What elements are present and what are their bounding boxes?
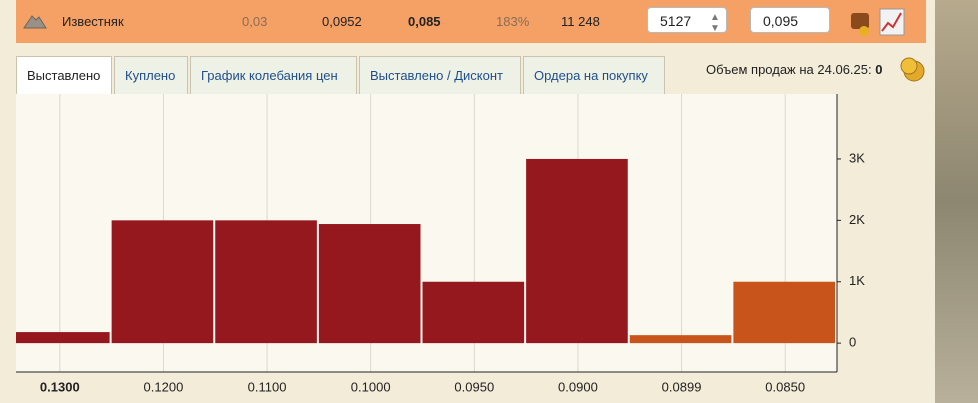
x-tick-label: 0.0899 xyxy=(662,379,702,394)
tab[interactable]: Ордера на покупку xyxy=(523,56,665,94)
bar xyxy=(526,158,628,344)
cell: 11 248 xyxy=(561,14,600,29)
cell: 0,085 xyxy=(408,14,441,29)
sales-value: 0 xyxy=(875,62,883,77)
x-tick-label: 0.0850 xyxy=(765,379,805,394)
y-tick-label: 1K xyxy=(849,273,865,288)
item-row: Известняк 0,03 0,0952 0,085 183% 11 248 … xyxy=(16,0,926,43)
price-input[interactable]: 0,095 xyxy=(750,7,830,33)
bar xyxy=(215,220,317,344)
sales-label: Объем продаж на 24.06.25: xyxy=(706,62,872,77)
chart: 0.1300 0.1200 0.1100 0.1000 0.0950 0.0900 0.08… xyxy=(16,94,865,394)
x-tick-label: 0.1000 xyxy=(351,379,391,394)
cell: 0,03 xyxy=(242,14,268,29)
background-image xyxy=(935,0,978,403)
x-tick-label: 0.1100 xyxy=(248,379,287,394)
x-tick-label: 0.1200 xyxy=(144,379,184,394)
cell: 183% xyxy=(496,14,530,29)
action-icons[interactable] xyxy=(848,5,908,39)
x-tick-label: 0.1300 xyxy=(40,379,80,394)
quantity: 5127 xyxy=(660,13,692,29)
bar xyxy=(16,332,110,344)
bar xyxy=(422,281,525,344)
y-tick-label: 0 xyxy=(849,335,856,350)
bar xyxy=(733,281,835,344)
tab[interactable]: График колебания цен xyxy=(190,56,357,94)
item-icon xyxy=(23,15,47,29)
coins-icon xyxy=(900,57,925,82)
x-tick-label: 0.0950 xyxy=(454,379,494,394)
quantity-input[interactable]: 5127 ▲ ▼ xyxy=(647,7,727,34)
y-tick-label: 3K xyxy=(849,150,865,165)
y-tick-label: 2K xyxy=(849,212,865,227)
spinner[interactable]: ▲ ▼ xyxy=(710,12,720,34)
tab[interactable]: Куплено xyxy=(114,56,188,94)
price: 0,095 xyxy=(763,13,799,29)
item-name: Известняк xyxy=(62,14,124,29)
cell: 0,0952 xyxy=(322,14,362,29)
tab[interactable]: Выставлено / Дисконт xyxy=(359,56,521,94)
bar xyxy=(629,335,732,344)
tab[interactable]: Выставлено xyxy=(16,56,112,94)
bar xyxy=(318,224,421,344)
x-tick-label: 0.0900 xyxy=(558,379,598,394)
sales-volume: Объем продаж на 24.06.25: 0 xyxy=(706,62,882,77)
bar xyxy=(111,220,214,344)
